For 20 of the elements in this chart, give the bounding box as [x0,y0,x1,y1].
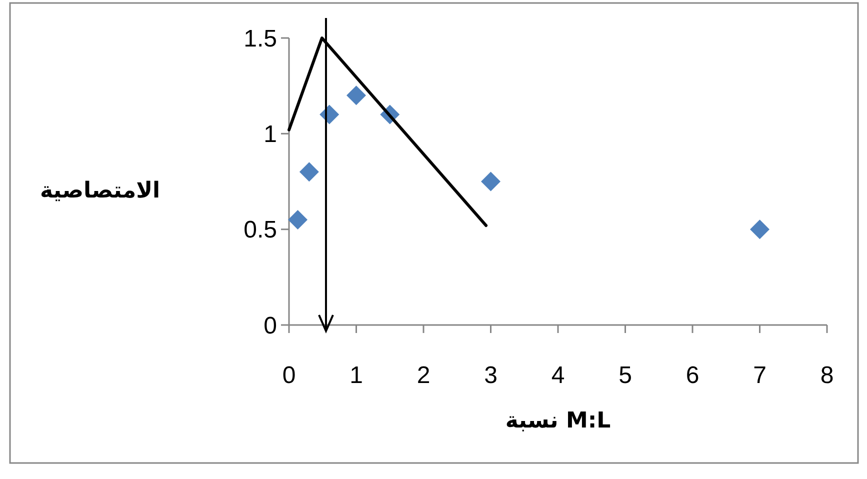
point [299,162,319,182]
x-tick-label: 6 [686,362,700,389]
x-tick-label: 5 [618,362,632,389]
x-axis-title: نسبة M:L [505,408,611,434]
point [750,220,770,240]
x-tick-label: 8 [820,362,834,389]
point [288,210,308,230]
x-tick-label: 3 [484,362,498,389]
x-tick-label: 4 [551,362,565,389]
x-tick-label: 0 [282,362,296,389]
y-tick-label: 0.5 [244,216,277,244]
x-tick-label: 1 [350,362,363,389]
point [346,86,366,106]
x-tick-label: 2 [416,362,430,389]
y-tick-label: 0 [264,312,277,340]
point [481,172,500,192]
y-tick-label: 1.5 [244,25,277,52]
y-axis-title: الامتصاصية [40,178,160,204]
x-tick-label: 7 [753,362,766,389]
y-tick-label: 1 [264,121,277,148]
